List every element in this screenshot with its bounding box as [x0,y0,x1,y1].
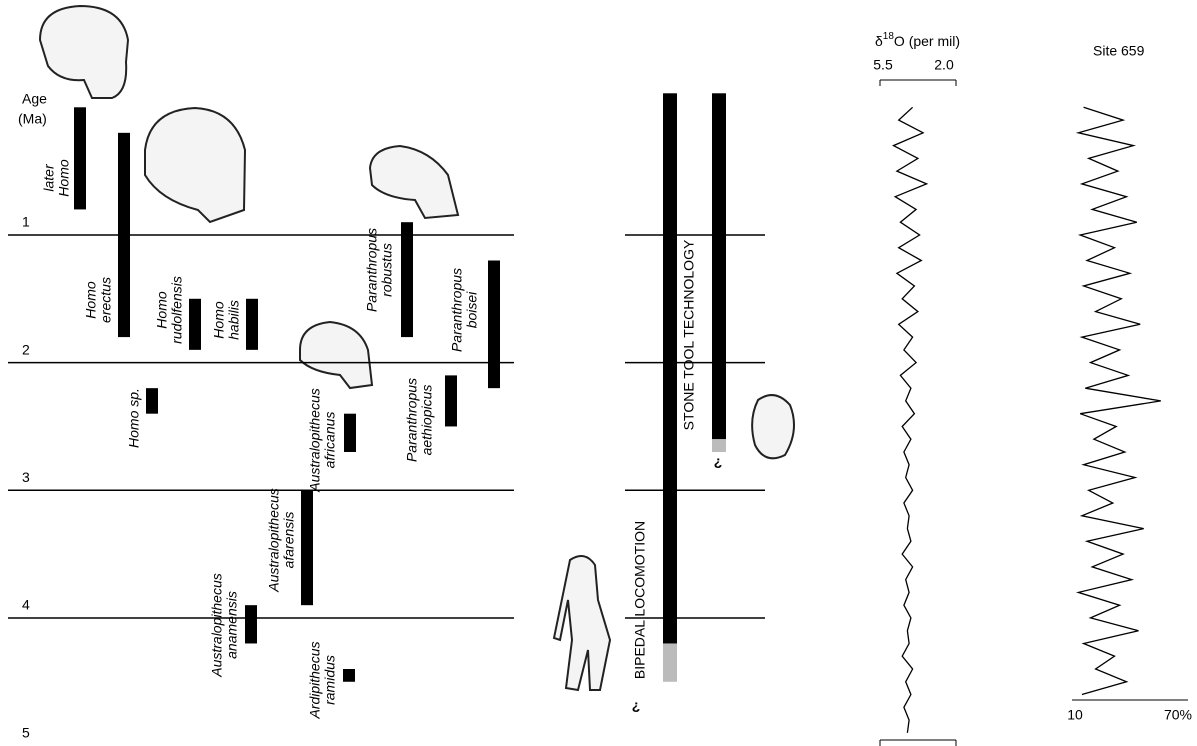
species-label: Ardipithecus [307,641,323,719]
species-label: later [41,163,57,192]
species-label: anamensis [224,591,240,659]
range-bar [246,299,258,350]
y-axis-label: (Ma) [18,111,47,127]
dust-title: Site 659 [1093,43,1145,59]
dust-curve [1078,107,1160,694]
species-label: afarensis [281,512,297,569]
y-tick-label: 3 [22,469,30,485]
range-bar [74,107,86,209]
range-bar [146,388,158,414]
range-bar [401,222,413,337]
species-label: Homo sp. [126,388,142,448]
range-bar [344,414,356,452]
species-label: habilis [226,300,242,340]
range-bar [118,133,130,337]
species-label: africanus [322,412,338,469]
range-bar [445,375,457,426]
species-label: Australopithecus [307,388,323,493]
trait-bar-uncertain [663,643,677,681]
range-bar [343,669,355,682]
y-tick-label: 2 [22,341,30,357]
x-tick-label: 2.0 [934,57,954,73]
y-tick-label: 5 [22,724,30,740]
x-tick-label: 70% [1164,707,1192,723]
uncertain-mark: ? [714,455,723,471]
species-label: aethiopicus [419,385,435,456]
isotope-curve [894,107,927,733]
range-bar [488,260,500,388]
species-label: Australopithecus [266,488,282,593]
trait-label: STONE TOOL TECHNOLOGY [681,239,697,430]
range-bar [245,605,257,643]
y-axis-label: Age [22,91,47,107]
species-label: robustus [379,243,395,297]
species-label: ramidus [322,655,338,705]
trait-bar [663,93,677,643]
x-tick-label: 5.5 [873,57,893,73]
species-label: Homo [154,291,170,329]
species-label: rudolfensis [169,276,185,344]
species-label: Homo [56,159,72,197]
trait-bar [712,93,726,439]
chart: Age (Ma) δ18O (per mil) Site 659 1 2 3 4 5 la… [0,0,1197,746]
species-label: Paranthropus [449,268,465,352]
range-bar [301,490,313,605]
trait-label: BIPEDAL LOCOMOTION [632,521,648,679]
range-bar [189,299,201,350]
species-label: Homo [211,301,227,339]
species-label: Paranthropus [404,378,420,462]
trait-bar-uncertain [712,439,726,452]
uncertain-mark: ? [632,699,641,715]
species-label: boisei [464,291,480,328]
y-tick-label: 4 [22,597,30,613]
species-label: erectus [98,277,114,323]
isotope-title: δ18O (per mil) [875,31,960,49]
y-tick-label: 1 [22,214,30,230]
species-label: Paranthropus [364,228,380,312]
x-tick-label: 10 [1067,707,1083,723]
species-label: Homo [83,281,99,319]
species-label: Australopithecus [209,573,225,678]
